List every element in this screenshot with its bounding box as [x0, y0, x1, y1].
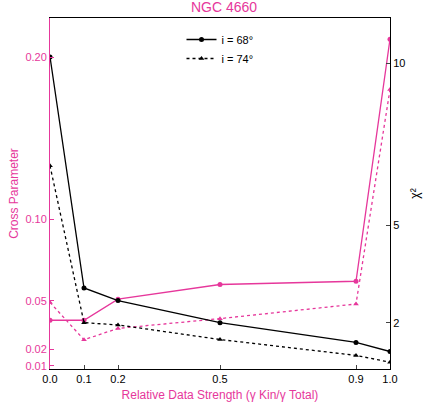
svg-text:0.20: 0.20 — [25, 51, 46, 63]
svg-text:0.05: 0.05 — [25, 295, 46, 307]
svg-text:Relative Data Strength (γ Kin/: Relative Data Strength (γ Kin/γ Total) — [122, 388, 319, 402]
svg-text:0.9: 0.9 — [348, 373, 363, 385]
svg-text:i = 74°: i = 74° — [222, 53, 254, 65]
svg-text:0.02: 0.02 — [25, 343, 46, 355]
svg-text:1.0: 1.0 — [382, 373, 397, 385]
svg-text:0.10: 0.10 — [25, 213, 46, 225]
svg-text:5: 5 — [393, 219, 399, 231]
svg-text:NGC 4660: NGC 4660 — [191, 0, 257, 15]
svg-text:0.2: 0.2 — [110, 373, 125, 385]
svg-text:χ²: χ² — [408, 188, 422, 198]
svg-text:0.5: 0.5 — [212, 373, 227, 385]
svg-text:0.0: 0.0 — [42, 373, 57, 385]
svg-text:0.1: 0.1 — [76, 373, 91, 385]
svg-text:0.01: 0.01 — [25, 360, 46, 372]
svg-text:2: 2 — [393, 317, 399, 329]
svg-text:Cross Parameter: Cross Parameter — [7, 148, 21, 239]
svg-text:10: 10 — [393, 57, 405, 69]
svg-text:i = 68°: i = 68° — [222, 34, 254, 46]
